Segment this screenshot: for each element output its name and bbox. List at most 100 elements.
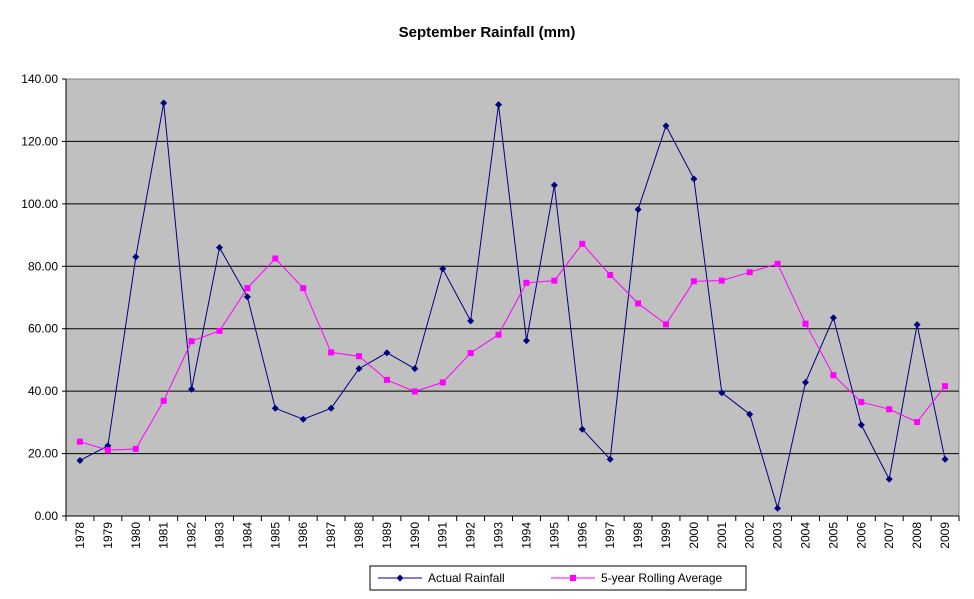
data-point: [160, 397, 167, 404]
data-point: [774, 504, 782, 512]
x-tick-label: 1983: [212, 522, 226, 549]
data-point: [299, 415, 307, 423]
x-tick-label: 1992: [464, 522, 478, 549]
data-point: [662, 122, 670, 130]
data-point: [941, 455, 949, 463]
data-point: [160, 99, 168, 107]
series-1: [76, 240, 949, 454]
legend-entry: Actual Rainfall: [378, 571, 505, 585]
data-point: [885, 475, 893, 483]
data-point: [802, 320, 809, 327]
data-point: [830, 372, 837, 379]
series-line: [79, 243, 946, 451]
x-tick-label: 1991: [436, 522, 450, 549]
data-point: [244, 285, 251, 292]
data-point: [690, 278, 697, 285]
x-tick-label: 1994: [519, 522, 533, 549]
data-point: [328, 349, 335, 356]
x-tick-label: 2006: [854, 522, 868, 549]
x-tick-label: 2003: [771, 522, 785, 549]
data-point: [188, 338, 195, 345]
data-point: [690, 175, 698, 183]
y-tick-label: 140.00: [21, 72, 58, 86]
x-tick-label: 1996: [575, 522, 589, 549]
data-point: [271, 404, 279, 412]
x-tick-label: 1978: [73, 522, 87, 549]
data-point: [411, 388, 418, 395]
data-point: [886, 406, 893, 413]
data-point: [495, 331, 502, 338]
data-point: [913, 321, 921, 329]
legend: Actual Rainfall 5-year Rolling Average: [369, 565, 747, 591]
y-tick-label: 100.00: [21, 197, 58, 211]
x-tick-label: 1985: [268, 522, 282, 549]
data-point: [272, 255, 279, 262]
grid-layer: [66, 140, 959, 455]
legend-label: 5-year Rolling Average: [601, 571, 723, 585]
data-point: [858, 399, 865, 406]
x-tick-label: 1987: [324, 522, 338, 549]
legend-items: Actual Rainfall 5-year Rolling Average: [378, 571, 723, 585]
data-point: [551, 277, 558, 284]
data-point: [746, 410, 754, 418]
axis-layer: 0.00 20.00 40.00 60.00 80.00 100.00 120.00 140.…: [21, 72, 960, 549]
x-tick-label: 1980: [129, 522, 143, 549]
data-point: [132, 445, 139, 452]
data-point: [495, 101, 503, 109]
data-point: [76, 438, 83, 445]
data-point: [383, 376, 390, 383]
x-tick-label: 2001: [715, 522, 729, 549]
data-point: [76, 456, 84, 464]
x-tick-label: 2005: [826, 522, 840, 549]
data-point: [467, 317, 475, 325]
data-point: [356, 353, 363, 360]
legend-entry: 5-year Rolling Average: [551, 571, 723, 585]
data-point: [635, 300, 642, 307]
x-tick-label: 1997: [603, 522, 617, 549]
data-point: [215, 244, 223, 252]
data-point: [411, 365, 419, 373]
data-point: [662, 321, 669, 328]
x-tick-label: 1990: [408, 522, 422, 549]
legend-marker: [570, 575, 576, 581]
data-point: [439, 379, 446, 386]
y-tick-label: 20.00: [28, 447, 58, 461]
data-point: [718, 277, 725, 284]
data-point: [355, 365, 363, 373]
x-tick-label: 1979: [101, 522, 115, 549]
data-point: [383, 349, 391, 357]
x-tick-label: 2007: [882, 522, 896, 549]
x-tick-label: 2004: [799, 522, 813, 549]
data-point: [243, 293, 251, 301]
data-point: [579, 240, 586, 247]
y-tick-label: 0.00: [35, 509, 59, 523]
data-point: [774, 260, 781, 267]
x-tick-label: 1989: [380, 522, 394, 549]
x-tick-label: 2008: [910, 522, 924, 549]
legend-marker: [396, 574, 404, 582]
x-tick-label: 1984: [240, 522, 254, 549]
data-point: [550, 181, 558, 189]
x-tick-label: 2002: [743, 522, 757, 549]
legend-label: Actual Rainfall: [428, 571, 505, 585]
data-point: [439, 265, 447, 273]
x-tick-label: 2000: [687, 522, 701, 549]
x-tick-label: 1995: [547, 522, 561, 549]
x-tick-label: 1988: [352, 522, 366, 549]
data-point: [104, 447, 111, 454]
data-point: [829, 314, 837, 322]
chart-title: September Rainfall (mm): [399, 24, 576, 41]
data-point: [523, 279, 530, 286]
data-point: [216, 327, 223, 334]
data-point: [188, 385, 196, 393]
data-point: [746, 269, 753, 276]
data-point: [802, 378, 810, 386]
data-point: [467, 350, 474, 357]
data-point: [914, 419, 921, 426]
data-point: [718, 389, 726, 397]
x-tick-label: 1999: [659, 522, 673, 549]
data-point: [132, 253, 140, 261]
y-tick-label: 60.00: [28, 322, 58, 336]
data-point: [857, 421, 865, 429]
